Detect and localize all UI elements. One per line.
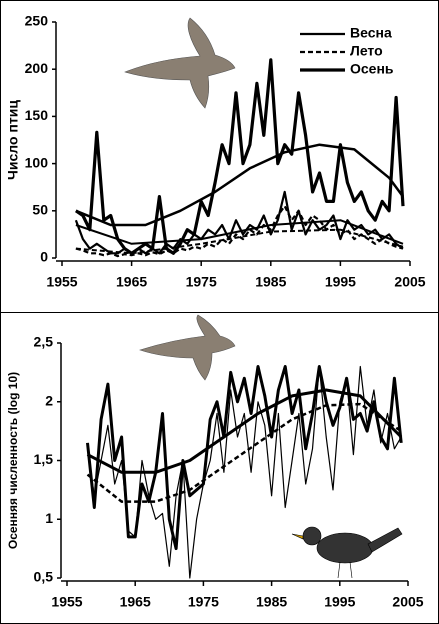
x-tick-label: 1965: [116, 274, 147, 290]
hawk-illustration: [139, 314, 236, 381]
y-tick-label: 0: [40, 249, 48, 265]
y-tick-label: 200: [25, 60, 49, 76]
y-axis-label: Число птиц: [5, 100, 21, 180]
x-tick-label: 1985: [255, 274, 286, 290]
y-tick-label: 150: [25, 107, 49, 123]
data-line: [86, 388, 403, 474]
legend-label: Весна: [350, 25, 392, 41]
x-tick-label: 1995: [325, 274, 356, 290]
panel-frame: [0, 312, 439, 624]
data-line: [86, 365, 402, 579]
hawk-illustration: [124, 17, 236, 109]
data-line: [75, 228, 404, 255]
data-line: [75, 219, 404, 245]
data-line: [86, 365, 403, 551]
y-tick-label: 1: [45, 510, 53, 526]
blackbird-illustration: [291, 526, 403, 579]
x-tick-label: 1955: [51, 594, 82, 610]
legend-label: Осень: [350, 61, 394, 77]
data-line: [75, 58, 405, 255]
data-line: [75, 143, 405, 227]
x-tick-label: 2005: [392, 594, 423, 610]
x-tick-label: 1965: [120, 594, 151, 610]
data-line: [75, 205, 404, 258]
x-tick-label: 2005: [394, 274, 425, 290]
x-tick-label: 1955: [46, 274, 77, 290]
y-tick-label: 2,5: [34, 334, 54, 350]
x-tick-label: 1975: [188, 594, 219, 610]
y-tick-label: 50: [32, 202, 48, 218]
y-tick-label: 0,5: [34, 569, 54, 585]
y-tick-label: 250: [25, 13, 49, 29]
legend-label: Лето: [350, 43, 383, 59]
x-tick-label: 1985: [256, 594, 287, 610]
y-tick-label: 1,5: [34, 451, 54, 467]
y-tick-label: 2: [45, 392, 53, 408]
y-tick-label: 100: [25, 154, 49, 170]
x-tick-label: 1975: [186, 274, 217, 290]
x-tick-label: 1995: [324, 594, 355, 610]
y-axis-label: Осенняя численность (log 10): [6, 372, 20, 549]
